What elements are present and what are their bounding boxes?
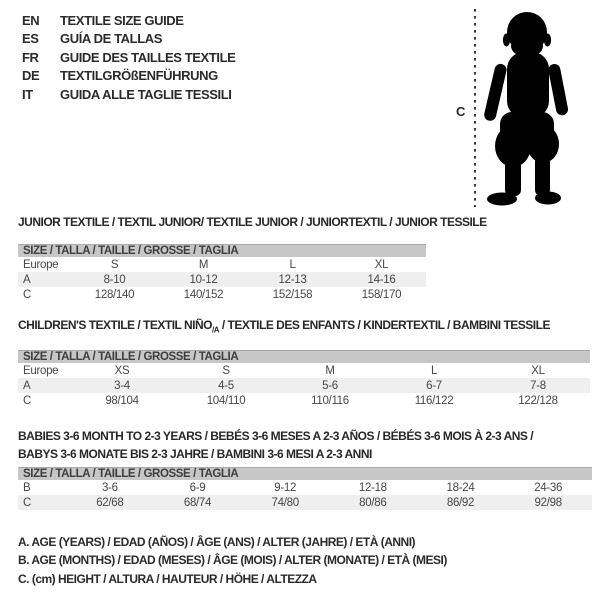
size-cell: 74/80 — [271, 496, 300, 509]
table-row-age: A 3-4 4-5 5-6 6-7 7-8 — [18, 378, 590, 394]
footnote-age-years: A. AGE (YEARS) / EDAD (AÑOS) / ÂGE (ANS)… — [18, 535, 416, 549]
size-cell: 5-6 — [322, 379, 338, 392]
babies-section-heading: BABIES 3-6 MONTH TO 2-3 YEARS / BEBÉS 3-… — [18, 427, 592, 463]
heading-subscript: /A — [211, 325, 220, 335]
size-cell: XL — [531, 364, 545, 377]
language-row-de: DE TEXTILGRÖßENFÜHRUNG — [22, 67, 235, 85]
babies-textile-section: BABIES 3-6 MONTH TO 2-3 YEARS / BEBÉS 3-… — [18, 427, 592, 510]
size-cell: L — [289, 258, 296, 271]
baby-silhouette-icon — [484, 12, 569, 206]
size-cell: 6-9 — [189, 481, 206, 494]
size-header-bar: SIZE / TALLA / TAILLE / GRÖSSE / TAGLIA — [18, 244, 426, 257]
size-cell: 110/116 — [311, 394, 349, 407]
size-cell: 128/140 — [94, 288, 135, 301]
size-cell: 18-24 — [446, 481, 475, 494]
size-cell: XL — [374, 258, 389, 271]
row-label: B — [23, 481, 31, 494]
junior-textile-section: JUNIOR TEXTILE / TEXTIL JUNIOR/ TEXTILE … — [18, 215, 487, 302]
size-cell: 62/68 — [96, 496, 124, 509]
size-cell: M — [325, 364, 335, 377]
row-label: Europe — [23, 364, 59, 377]
children-section-heading: CHILDREN'S TEXTILE / TEXTIL NIÑO/A / TEX… — [18, 318, 590, 337]
size-cell: 10-12 — [189, 273, 218, 286]
language-row-en: EN TEXTILE SIZE GUIDE — [22, 12, 235, 30]
size-cell: 12-18 — [358, 481, 387, 494]
footnote-age-months: B. AGE (MONTHS) / EDAD (MESES) / ÂGE (MO… — [18, 553, 447, 568]
size-cell: 12-13 — [278, 273, 307, 286]
size-cell: S — [110, 258, 119, 271]
size-cell: 158/170 — [361, 288, 402, 301]
size-cell: 6-7 — [426, 379, 442, 392]
row-label: A — [23, 379, 31, 392]
table-row-height: C 98/104 104/110 110/116 116/122 122/128 — [18, 393, 590, 408]
size-cell: L — [430, 364, 438, 377]
size-cell: 9-12 — [274, 481, 297, 494]
table-row-age-months: B 3-6 6-9 9-12 12-18 18-24 24-36 — [18, 480, 592, 495]
size-cell: XS — [114, 364, 130, 377]
size-header-bar: SIZE / TALLA / TAILLE / GRÖSSE / TAGLIA — [18, 350, 590, 364]
size-cell: 86/92 — [446, 496, 475, 509]
size-cell: 122/128 — [518, 394, 558, 407]
table-row-europe: Europe XS S M L XL — [18, 363, 590, 378]
language-row-es: ES GUÍA DE TALLAS — [22, 30, 235, 48]
size-cell: 24-36 — [534, 481, 563, 494]
size-cell: 68/74 — [183, 496, 212, 509]
language-code: EN — [22, 13, 40, 28]
language-code: DE — [22, 68, 40, 84]
language-row-it: IT GUIDA ALLE TAGLIE TESSILI — [22, 86, 235, 104]
size-cell: 116/122 — [414, 394, 454, 407]
size-cell: 152/158 — [272, 288, 313, 301]
language-title-list: EN TEXTILE SIZE GUIDE ES GUÍA DE TALLAS … — [22, 12, 236, 104]
size-cell: 80/86 — [359, 496, 387, 509]
junior-section-heading: JUNIOR TEXTILE / TEXTIL JUNIOR/ TEXTILE … — [18, 215, 487, 229]
row-label: C — [23, 496, 32, 509]
language-code: IT — [22, 86, 33, 102]
language-code: FR — [22, 49, 39, 65]
size-cell: 8-10 — [103, 273, 126, 286]
heading-line-1: BABIES 3-6 MONTH TO 2-3 YEARS / BEBÉS 3-… — [18, 429, 534, 443]
language-title: GUÍA DE TALLAS — [60, 31, 163, 47]
children-textile-section: CHILDREN'S TEXTILE / TEXTIL NIÑO/A / TEX… — [18, 318, 590, 408]
size-cell: 14-16 — [367, 273, 396, 286]
size-cell: 98/104 — [105, 394, 139, 407]
table-row-age: A 8-10 10-12 12-13 14-16 — [18, 272, 426, 287]
table-row-height: C 62/68 68/74 74/80 80/86 86/92 92/98 — [18, 495, 592, 510]
language-code: ES — [22, 31, 39, 47]
size-cell: 7-8 — [530, 379, 546, 392]
language-title: TEXTILE SIZE GUIDE — [60, 13, 184, 28]
heading-line-2: BABYS 3-6 MONATE BIS 2-3 JAHRE / BAMBINI… — [18, 447, 372, 461]
language-title: TEXTILGRÖßENFÜHRUNG — [60, 68, 218, 84]
language-title: GUIDA ALLE TAGLIE TESSILI — [60, 86, 232, 102]
heading-text: CHILDREN'S TEXTILE / TEXTIL NIÑO — [18, 318, 212, 332]
size-cell: 3-6 — [101, 481, 118, 494]
size-cell: M — [198, 258, 209, 271]
size-header-bar: SIZE / TALLA / TAILLE / GRÖSSE / TAGLIA — [18, 467, 592, 480]
size-cell: 4-5 — [218, 379, 234, 392]
table-row-europe: Europe S M L XL — [18, 257, 426, 272]
row-label: C — [23, 288, 32, 301]
size-cell: 3-4 — [114, 379, 130, 392]
language-row-fr: FR GUIDE DES TAILLES TEXTILE — [22, 49, 236, 67]
table-row-height: C 128/140 140/152 152/158 158/170 — [18, 287, 426, 302]
size-cell: 140/152 — [183, 288, 224, 301]
footnote-legend: A. AGE (YEARS) / EDAD (AÑOS) / ÂGE (ANS)… — [18, 533, 447, 588]
baby-figure-graphic — [474, 9, 569, 207]
row-label: A — [23, 273, 31, 286]
height-measure-label: C — [456, 104, 466, 119]
size-figure: C — [455, 8, 585, 210]
row-label: C — [23, 394, 32, 407]
heading-text: / TEXTILE DES ENFANTS / KINDERTEXTIL / B… — [218, 318, 551, 332]
size-cell: S — [222, 364, 230, 377]
language-title: GUIDE DES TAILLES TEXTILE — [60, 49, 236, 65]
size-cell: 92/98 — [534, 496, 563, 509]
footnote-height-cm: C. (cm) HEIGHT / ALTURA / HAUTEUR / HÖHE… — [18, 571, 317, 586]
size-cell: 104/110 — [206, 394, 246, 407]
row-label: Europe — [23, 258, 59, 271]
